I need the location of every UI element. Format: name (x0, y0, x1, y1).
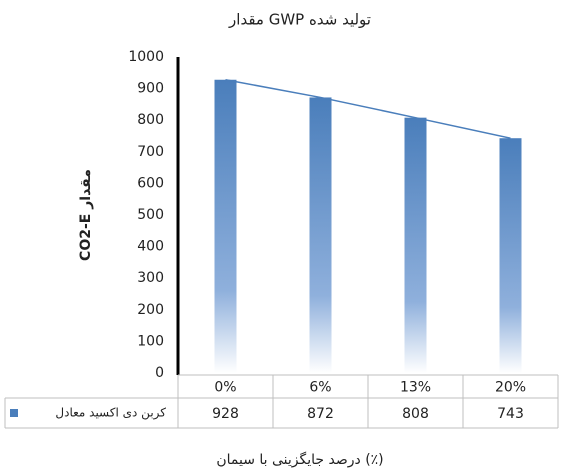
y-tick-label: 600 (137, 175, 164, 191)
y-tick-label: 300 (137, 270, 164, 286)
y-tick-label: 0 (155, 365, 164, 381)
x-axis-label: درصد جایگزینی با سیمان (٪) (216, 451, 383, 468)
y-tick-label: 800 (137, 112, 164, 128)
y-tick-label: 900 (137, 81, 164, 97)
y-tick-label: 500 (137, 207, 164, 223)
x-tick-label: 20% (495, 380, 526, 396)
bar (404, 117, 427, 373)
table-value: 928 (212, 406, 239, 422)
bar (309, 97, 332, 373)
x-tick-label: 0% (214, 380, 236, 396)
table-value: 808 (402, 406, 429, 422)
table-value: 743 (497, 406, 524, 422)
bar (214, 79, 237, 373)
legend-label: کربن دی اکسید معادل (55, 406, 166, 421)
table-value: 872 (307, 406, 334, 422)
y-tick-label: 200 (137, 302, 164, 318)
y-tick-label: 400 (137, 239, 164, 255)
y-axis-label: CO2-E مقدار (78, 169, 94, 261)
chart-title: مقدار GWP تولید شده (228, 11, 371, 29)
trend-line (225, 79, 511, 139)
y-tick-label: 100 (137, 333, 164, 349)
y-tick-label: 700 (137, 144, 164, 160)
x-tick-label: 6% (309, 380, 331, 396)
legend-swatch (10, 409, 18, 417)
y-tick-label: 1000 (128, 49, 164, 65)
x-tick-label: 13% (400, 380, 431, 396)
bar (499, 138, 522, 373)
